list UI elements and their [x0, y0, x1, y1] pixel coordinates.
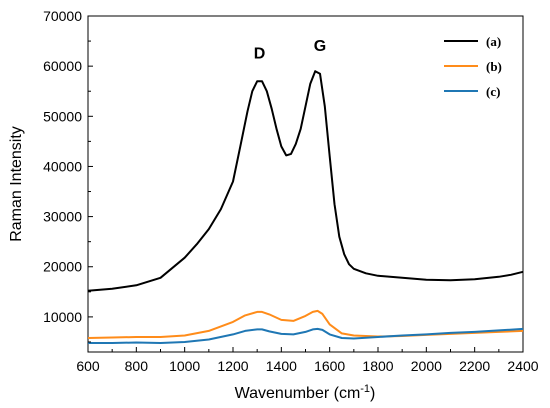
series-line-c	[88, 327, 524, 344]
x-tick-label: 1400	[266, 358, 297, 374]
y-tick-label: 70000	[43, 8, 82, 24]
x-axis-label-superscript: -1	[360, 383, 370, 395]
legend: (a) (b) (c)	[444, 34, 502, 99]
x-axis-label: Wavenumber (cm-1)	[235, 383, 376, 402]
y-tick-label: 40000	[43, 158, 82, 174]
y-tick-label: 10000	[43, 309, 82, 325]
x-tick-label: 2000	[411, 358, 442, 374]
x-tick-label: 1000	[169, 358, 200, 374]
plot-area	[87, 15, 524, 353]
peak-label-g: G	[314, 38, 326, 55]
series-layer	[87, 70, 524, 344]
y-axis-label: Raman Intensity	[8, 126, 25, 242]
y-tick-label: 60000	[43, 58, 82, 74]
legend-label-a: (a)	[486, 34, 501, 49]
ticks-layer: 600 800 1000 1200 1400 1600 1800 2000 2200 2400 10…	[43, 8, 539, 374]
y-tick-label: 20000	[43, 259, 82, 275]
y-tick-label: 30000	[43, 209, 82, 225]
x-tick-label: 2200	[459, 358, 490, 374]
peak-label-d: D	[254, 46, 266, 63]
x-tick-label: 800	[125, 358, 149, 374]
legend-label-c: (c)	[486, 84, 500, 99]
x-tick-label: 600	[76, 358, 100, 374]
x-tick-label: 2400	[507, 358, 538, 374]
series-line-a	[87, 70, 524, 292]
x-tick-label: 1200	[217, 358, 248, 374]
x-tick-label: 1600	[314, 358, 345, 374]
legend-label-b: (b)	[486, 59, 502, 74]
y-tick-label: 50000	[43, 108, 82, 124]
x-axis-label-close: )	[370, 385, 375, 402]
x-tick-label: 1800	[362, 358, 393, 374]
